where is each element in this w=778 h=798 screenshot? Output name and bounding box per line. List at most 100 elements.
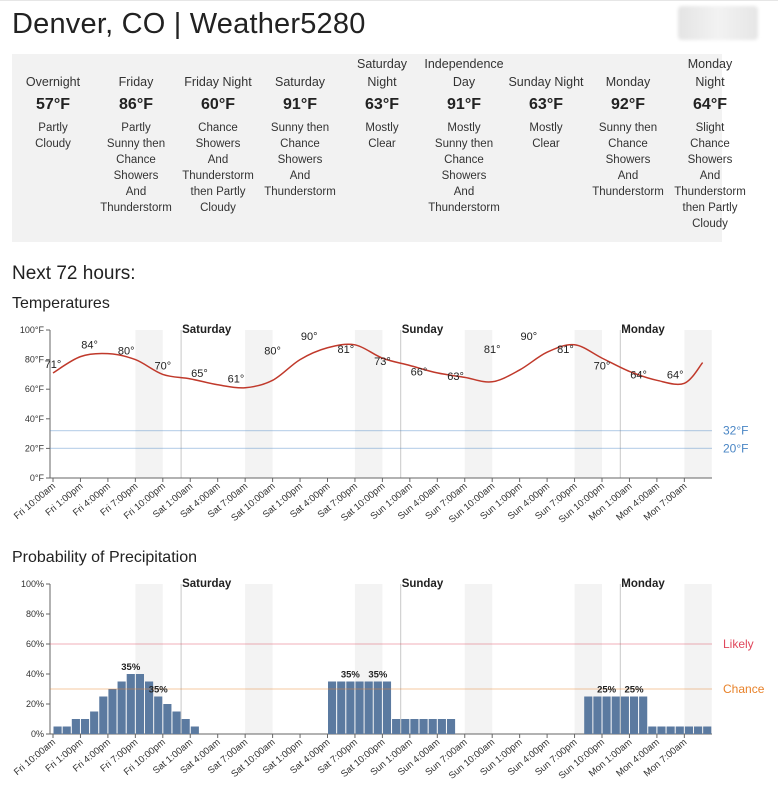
forecast-period-name: Independence Day xyxy=(424,57,504,89)
precip-bar xyxy=(99,696,108,734)
forecast-period-description: Mostly Clear xyxy=(365,122,399,150)
precip-bar xyxy=(364,681,373,734)
y-tick-label: 20% xyxy=(26,699,44,709)
temperature-point-label: 73° xyxy=(374,356,391,368)
temperature-point-label: 84° xyxy=(81,340,98,352)
precip-bar xyxy=(90,711,99,734)
y-tick-label: 0% xyxy=(31,729,44,739)
precip-bar-label: 35% xyxy=(149,685,169,696)
temperatures-heading: Temperatures xyxy=(12,295,110,312)
day-label: Sunday xyxy=(402,578,444,590)
y-tick-label: 60°F xyxy=(25,384,45,394)
precip-bar xyxy=(337,681,346,734)
forecast-period-temp: 63°F xyxy=(529,96,563,113)
precip-bar xyxy=(328,681,337,734)
forecast-period: Saturday Night 63°F Mostly Clear xyxy=(341,54,423,242)
day-label: Saturday xyxy=(182,324,232,336)
blurred-user-avatar[interactable] xyxy=(678,6,758,40)
forecast-period-temp: 64°F xyxy=(693,96,727,113)
forecast-period-description: Sunny then Chance Showers And Thundersto… xyxy=(264,122,336,198)
precip-bar xyxy=(584,696,593,734)
temperature-point-label: 81° xyxy=(337,344,354,356)
top-border xyxy=(0,0,778,1)
forecast-period-description: Chance Showers And Thunderstorm then Par… xyxy=(182,122,254,214)
precip-bar xyxy=(684,726,693,734)
precip-bar-label: 35% xyxy=(121,662,141,673)
precip-bar xyxy=(703,726,712,734)
forecast-period: Saturday 91°F Sunny then Chance Showers An… xyxy=(259,54,341,242)
precip-bar xyxy=(620,696,629,734)
precip-bar-label: 35% xyxy=(368,670,388,681)
precip-bar xyxy=(666,726,675,734)
night-band xyxy=(464,584,493,734)
forecast-period-name: Monday xyxy=(605,75,651,89)
forecast-period-temp: 57°F xyxy=(36,96,70,113)
precip-bar xyxy=(181,719,190,734)
precip-bar xyxy=(401,719,410,734)
day-label: Monday xyxy=(621,324,665,336)
precip-bar xyxy=(190,726,199,734)
forecast-period-name: Friday Night xyxy=(184,75,252,89)
temperature-point-label: 65° xyxy=(191,368,208,380)
next-72-hours-heading: Next 72 hours: xyxy=(12,263,136,284)
night-band xyxy=(684,330,712,478)
forecast-period-description: Mostly Clear xyxy=(529,122,563,150)
forecast-period: Friday 86°F Partly Sunny then Chance Showe… xyxy=(95,54,177,242)
precip-bar xyxy=(648,726,657,734)
temperature-point-label: 71° xyxy=(45,359,62,371)
precip-bar xyxy=(382,681,392,734)
precip-bar xyxy=(593,696,602,734)
forecast-period: Sunday Night 63°F Mostly Clear xyxy=(505,54,587,242)
forecast-period-name: Overnight xyxy=(25,75,81,89)
precip-bar xyxy=(657,726,666,734)
precip-bar xyxy=(126,674,135,734)
temperature-point-label: 61° xyxy=(228,374,245,386)
temperature-point-label: 80° xyxy=(264,346,281,358)
precip-bar xyxy=(108,689,117,734)
forecast-period-description: Partly Sunny then Chance Showers And Thu… xyxy=(100,122,172,214)
temperature-point-label: 80° xyxy=(118,346,135,358)
precip-bar xyxy=(62,726,71,734)
precip-bar xyxy=(145,681,154,734)
reference-line-label: Chance xyxy=(723,682,765,696)
precip-bar xyxy=(694,726,703,734)
precip-bar xyxy=(373,681,382,734)
forecast-period: Friday Night 60°F Chance Showers And Thund… xyxy=(177,54,259,242)
precip-bar xyxy=(80,719,90,734)
temperature-point-label: 81° xyxy=(557,344,574,356)
reference-line-label: Likely xyxy=(723,637,754,651)
y-tick-label: 80°F xyxy=(25,355,45,365)
precip-bar xyxy=(71,719,80,734)
reference-line-label: 32°F xyxy=(723,424,748,438)
y-tick-label: 100% xyxy=(21,579,44,589)
night-band xyxy=(574,330,602,478)
temperature-line xyxy=(52,343,704,389)
precip-bar xyxy=(346,681,355,734)
precip-bar xyxy=(437,719,446,734)
precip-bar xyxy=(639,696,648,734)
night-band xyxy=(135,330,163,478)
temperature-point-label: 66° xyxy=(411,366,428,378)
forecast-period-name: Saturday Night xyxy=(356,57,408,89)
precip-bar xyxy=(53,726,62,734)
temperature-point-label: 63° xyxy=(447,371,464,383)
precip-bar xyxy=(446,719,456,734)
night-band xyxy=(245,584,273,734)
night-band xyxy=(245,330,273,478)
precipitation-heading: Probability of Precipitation xyxy=(12,549,197,566)
night-band xyxy=(354,330,383,478)
temperature-point-label: 64° xyxy=(667,369,684,381)
day-label: Monday xyxy=(621,578,665,590)
precip-bar xyxy=(428,719,437,734)
forecast-period-description: Slight Chance Showers And Thunderstorm t… xyxy=(674,122,746,230)
forecast-period-name: Sunday Night xyxy=(508,75,584,89)
precip-bar xyxy=(611,696,620,734)
forecast-period-description: Mostly Sunny then Chance Showers And Thu… xyxy=(428,122,500,214)
forecast-period-temp: 60°F xyxy=(201,96,235,113)
night-band xyxy=(684,584,712,734)
y-tick-label: 20°F xyxy=(25,443,45,453)
forecast-period-temp: 92°F xyxy=(611,96,645,113)
y-tick-label: 40°F xyxy=(25,414,45,424)
temperature-point-label: 90° xyxy=(520,331,537,343)
precip-bar xyxy=(172,711,181,734)
